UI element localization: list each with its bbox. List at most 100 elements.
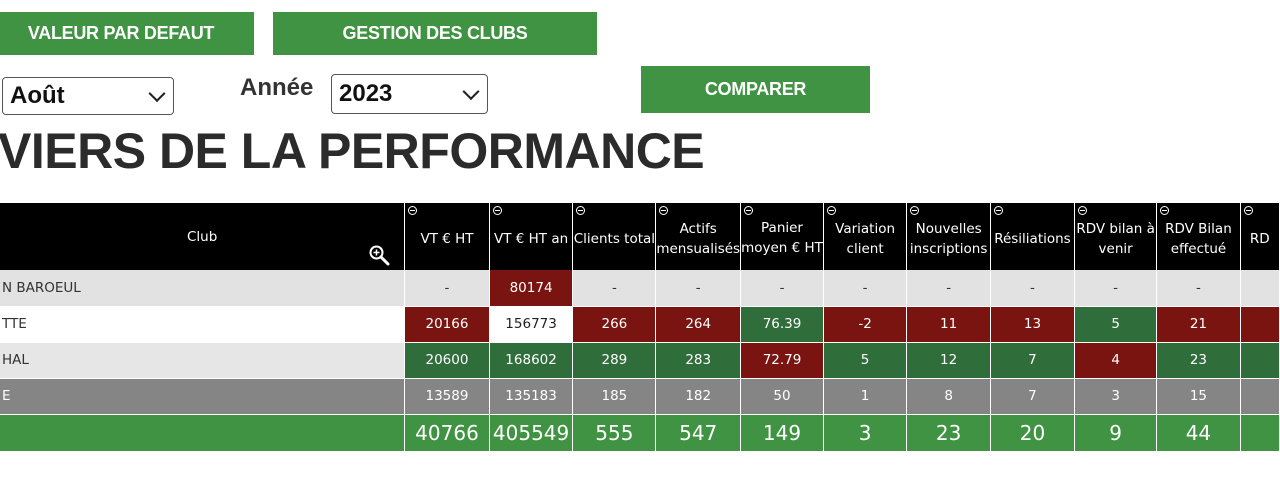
sort-icon[interactable] <box>1243 206 1253 215</box>
total-cell: 547 <box>655 414 742 452</box>
table-cell: 5 <box>1074 306 1158 343</box>
column-header-label: Club <box>186 228 218 245</box>
total-cell: 555 <box>572 414 657 452</box>
table-cell: 13 <box>990 306 1075 343</box>
column-header-label: RDV Bilan effectué <box>1165 220 1232 257</box>
column-header-vt-ht-an[interactable]: VT € HT an <box>489 203 574 270</box>
sort-icon[interactable] <box>910 206 920 215</box>
total-cell <box>1240 414 1280 452</box>
compare-button[interactable]: COMPARER <box>641 66 870 113</box>
column-header-label: RDV bilan à venir <box>1076 220 1155 257</box>
table-row: TTE 20166 156773 266 264 76.39 -2 11 13 … <box>0 306 1280 343</box>
table-cell: - <box>990 270 1075 307</box>
sort-icon[interactable] <box>408 206 418 215</box>
column-header-rdv-bilan-effectue[interactable]: RDV Bilan effectué <box>1156 203 1241 270</box>
sort-icon[interactable] <box>492 206 502 215</box>
total-cell: 405549 <box>489 414 574 452</box>
table-cell: 20600 <box>404 342 490 379</box>
column-header-vt-ht[interactable]: VT € HT <box>404 203 490 270</box>
sort-icon[interactable] <box>994 206 1004 215</box>
table-cell: 72.79 <box>740 342 824 379</box>
table-cell <box>1240 270 1280 307</box>
column-header-nouvelles-inscriptions[interactable]: Nouvelles inscriptions <box>906 203 992 270</box>
table-cell: 264 <box>655 306 742 343</box>
default-values-button[interactable]: VALEUR PAR DEFAUT <box>0 12 254 55</box>
table-cell: - <box>1156 270 1241 307</box>
column-header-resiliations[interactable]: Résiliations <box>990 203 1075 270</box>
total-cell: 3 <box>823 414 908 452</box>
total-cell: 40766 <box>404 414 490 452</box>
total-cell: 9 <box>1074 414 1158 452</box>
column-header-label: Clients total <box>573 230 656 247</box>
sort-icon[interactable] <box>576 206 586 215</box>
column-header-clients-total[interactable]: Clients total <box>572 203 657 270</box>
year-label: Année <box>240 74 314 101</box>
table-row: HAL 20600 168602 289 283 72.79 5 12 7 4 … <box>0 342 1280 379</box>
performance-table: Club VT € HT VT € HT an Clients total Ac… <box>0 203 1280 452</box>
month-select[interactable]: Août <box>2 77 174 115</box>
column-header-actifs-mensualises[interactable]: Actifs mensualisés <box>655 203 742 270</box>
table-cell: - <box>655 270 742 307</box>
table-cell: 266 <box>572 306 657 343</box>
sort-icon[interactable] <box>1160 206 1170 215</box>
column-header-panier-moyen[interactable]: Panier moyen € HT <box>740 203 824 270</box>
totals-label-cell <box>0 414 406 452</box>
column-header-rd[interactable]: RD <box>1240 203 1280 270</box>
table-cell: - <box>1074 270 1158 307</box>
column-header-club[interactable]: Club <box>0 203 406 270</box>
table-cell: 15 <box>1156 378 1241 415</box>
year-select[interactable]: 2023 <box>331 74 488 114</box>
table-cell: -2 <box>823 306 908 343</box>
column-header-variation-client[interactable]: Variation client <box>823 203 908 270</box>
table-cell: 185 <box>572 378 657 415</box>
table-cell: - <box>823 270 908 307</box>
table-cell: 7 <box>990 342 1075 379</box>
table-cell: - <box>572 270 657 307</box>
column-header-label: RD <box>1249 230 1270 247</box>
club-name-cell: HAL <box>0 342 406 379</box>
sort-icon[interactable] <box>659 206 669 215</box>
table-cell: 283 <box>655 342 742 379</box>
table-cell: 7 <box>990 378 1075 415</box>
total-cell: 23 <box>906 414 992 452</box>
table-cell: 289 <box>572 342 657 379</box>
total-cell: 44 <box>1156 414 1241 452</box>
sort-icon[interactable] <box>826 206 836 215</box>
table-cell: - <box>906 270 992 307</box>
column-header-rdv-bilan-a-venir[interactable]: RDV bilan à venir <box>1074 203 1158 270</box>
table-cell: 80174 <box>489 270 574 307</box>
table-cell: 20166 <box>404 306 490 343</box>
column-header-label: Résiliations <box>994 230 1071 247</box>
table-cell <box>1240 378 1280 415</box>
table-cell: 135183 <box>489 378 574 415</box>
table-cell: 8 <box>906 378 992 415</box>
table-cell: 3 <box>1074 378 1158 415</box>
table-row: N BAROEUL - 80174 - - - - - - - - <box>0 270 1280 307</box>
table-cell: - <box>404 270 490 307</box>
chevron-down-icon <box>462 83 480 101</box>
table-cell: 13589 <box>404 378 490 415</box>
club-name-cell: E <box>0 378 406 415</box>
year-select-value: 2023 <box>339 80 393 107</box>
table-cell <box>1240 306 1280 343</box>
table-cell: 168602 <box>489 342 574 379</box>
zoom-icon[interactable] <box>368 244 390 266</box>
table-cell: 76.39 <box>740 306 824 343</box>
month-select-value: Août <box>10 82 65 109</box>
total-cell: 20 <box>990 414 1075 452</box>
manage-clubs-button[interactable]: GESTION DES CLUBS <box>273 12 597 55</box>
total-cell: 149 <box>740 414 824 452</box>
table-row: E 13589 135183 185 182 50 1 8 7 3 15 <box>0 378 1280 415</box>
table-cell: 21 <box>1156 306 1241 343</box>
page-title: VIERS DE LA PERFORMANCE <box>0 123 705 179</box>
club-name-cell: TTE <box>0 306 406 343</box>
column-header-label: Variation client <box>835 220 896 257</box>
chevron-down-icon <box>148 85 166 103</box>
sort-icon[interactable] <box>744 206 754 215</box>
table-cell: 182 <box>655 378 742 415</box>
table-cell: 1 <box>823 378 908 415</box>
sort-icon[interactable] <box>1077 206 1087 215</box>
table-header-row: Club VT € HT VT € HT an Clients total Ac… <box>0 203 1280 270</box>
table-cell: 50 <box>740 378 824 415</box>
column-header-label: VT € HT <box>420 230 474 247</box>
